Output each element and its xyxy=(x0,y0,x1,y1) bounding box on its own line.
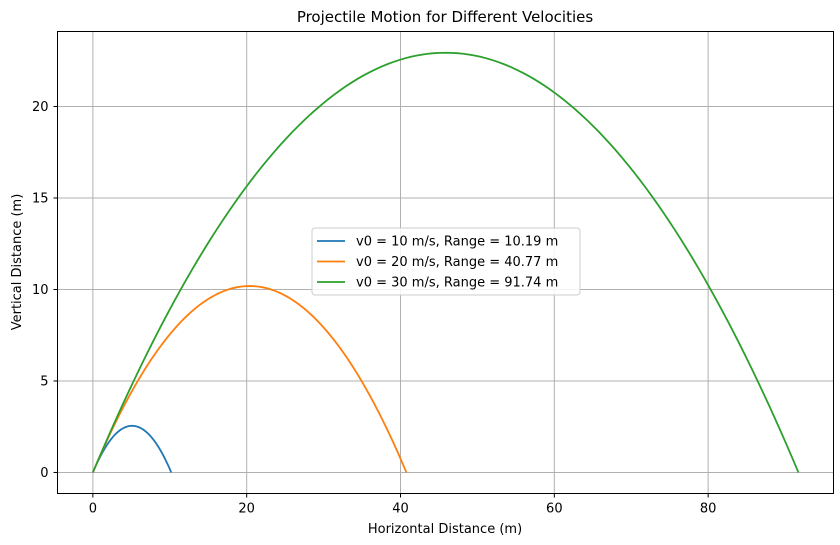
legend-label: v0 = 10 m/s, Range = 10.19 m xyxy=(356,235,558,250)
y-axis-label: Vertical Distance (m) xyxy=(10,194,25,331)
trajectory-v0-30 xyxy=(92,51,800,473)
legend: v0 = 10 m/s, Range = 10.19 m v0 = 20 m/s,… xyxy=(311,227,581,296)
legend-label: v0 = 30 m/s, Range = 91.74 m xyxy=(356,276,558,291)
ticks: 0 20 40 60 80 0 5 10 15 20 xyxy=(32,100,716,516)
x-tick-label: 60 xyxy=(546,502,563,517)
x-tick-label: 0 xyxy=(89,502,97,517)
x-tick-label: 20 xyxy=(238,502,255,517)
series-lines xyxy=(92,51,800,473)
x-tick-label: 80 xyxy=(700,502,717,517)
y-tick-label: 0 xyxy=(40,466,48,481)
trajectory-v0-10 xyxy=(92,424,173,473)
y-tick-label: 20 xyxy=(32,100,49,115)
y-tick-label: 15 xyxy=(32,192,49,207)
legend-label: v0 = 20 m/s, Range = 40.77 m xyxy=(356,255,558,270)
x-axis-label: Horizontal Distance (m) xyxy=(368,522,522,537)
trajectory-v0-20 xyxy=(92,285,408,473)
legend-box xyxy=(311,227,581,296)
y-tick-label: 10 xyxy=(32,283,49,298)
grid xyxy=(57,31,834,494)
chart-title: Projectile Motion for Different Velociti… xyxy=(297,8,594,26)
plot-frame xyxy=(57,31,834,494)
x-tick-label: 40 xyxy=(392,502,409,517)
y-tick-label: 5 xyxy=(40,374,48,389)
